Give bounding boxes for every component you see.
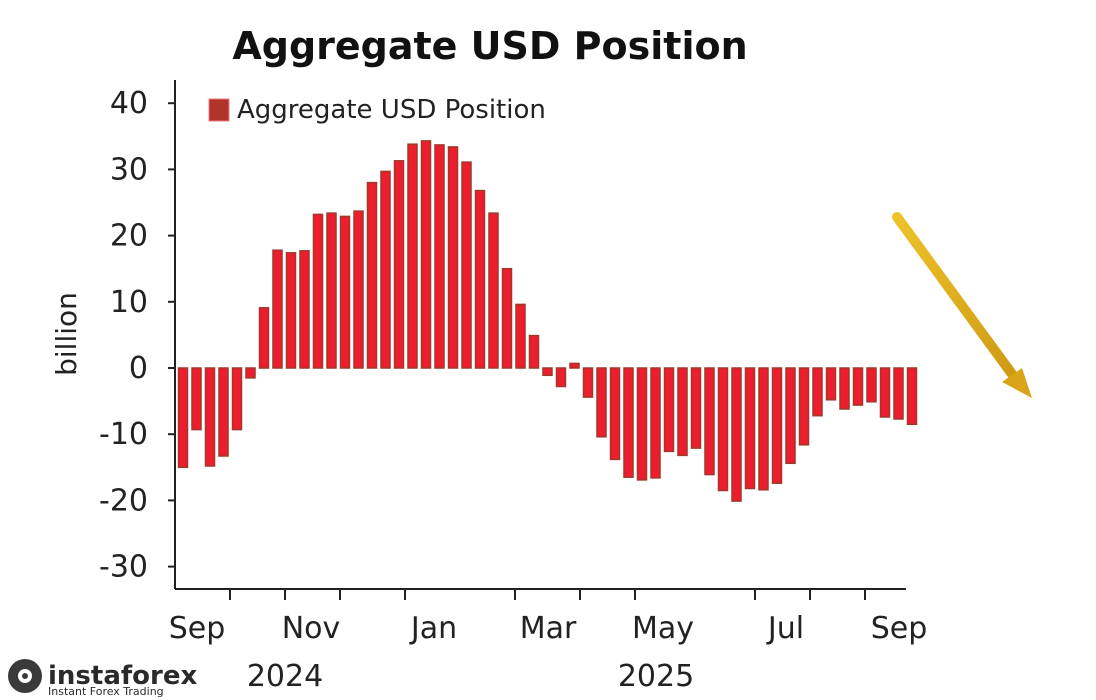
bar — [744, 367, 756, 490]
bar — [609, 367, 621, 461]
bar — [825, 367, 837, 401]
y-tick-label: 10 — [110, 285, 148, 320]
bar — [272, 249, 283, 369]
bar — [407, 143, 418, 369]
y-tick-label: 20 — [110, 219, 148, 254]
bar — [177, 367, 189, 469]
bar — [515, 303, 526, 369]
bar — [528, 334, 540, 369]
bar — [258, 307, 270, 369]
chart-title: Aggregate USD Position — [232, 24, 747, 68]
bar — [771, 367, 783, 484]
bar — [245, 367, 256, 379]
y-tick-label: 0 — [129, 351, 148, 386]
bar — [636, 367, 648, 481]
bar — [596, 367, 607, 438]
bar — [677, 367, 688, 457]
bar — [879, 367, 891, 418]
bar — [555, 367, 567, 388]
bar — [731, 367, 742, 502]
x-tick-label: Nov — [282, 611, 341, 646]
watermark-tagline: Instant Forex Trading — [48, 685, 164, 698]
y-ticks: 40 30 20 10 0 -10 -20 -30 — [99, 86, 175, 585]
bar — [812, 367, 823, 417]
bar — [231, 367, 243, 431]
bar — [852, 367, 864, 406]
bar — [353, 210, 364, 369]
bar — [542, 367, 553, 377]
trend-arrow-icon — [892, 212, 1032, 398]
bar — [866, 367, 877, 403]
bars-group — [177, 140, 918, 502]
x-ticks: Sep Nov Jan Mar May Jul Sep 2024 2025 — [169, 589, 928, 694]
bar — [312, 213, 324, 369]
bar — [785, 367, 796, 465]
bar — [893, 367, 904, 420]
x-year-label: 2025 — [618, 659, 694, 694]
x-tick-label: Jul — [766, 611, 804, 646]
bar — [285, 252, 297, 369]
bar — [299, 250, 310, 369]
x-year-label: 2024 — [247, 659, 323, 694]
watermark: instaforex Instant Forex Trading — [8, 659, 198, 698]
y-tick-label: -10 — [99, 417, 148, 452]
bar — [758, 367, 769, 491]
bar — [501, 267, 513, 369]
watermark-brand: instaforex — [48, 661, 198, 691]
bar — [690, 367, 702, 449]
x-tick-label: Sep — [169, 611, 226, 646]
bar — [420, 140, 432, 369]
bar — [839, 367, 850, 410]
bar — [717, 367, 729, 492]
y-axis-title: billion — [50, 292, 83, 376]
bar — [191, 367, 202, 431]
bar — [474, 189, 486, 369]
bar — [650, 367, 661, 479]
bar — [582, 367, 594, 398]
bar — [339, 215, 351, 369]
bar — [447, 146, 459, 369]
bar — [798, 367, 810, 446]
bar — [380, 170, 391, 369]
bar — [623, 367, 634, 478]
bar — [326, 212, 337, 369]
y-tick-label: -20 — [99, 483, 148, 518]
x-tick-label: Mar — [520, 611, 577, 646]
y-tick-label: -30 — [99, 550, 148, 585]
bar — [663, 367, 675, 453]
bar — [461, 161, 472, 369]
legend-label: Aggregate USD Position — [237, 95, 546, 125]
bar — [906, 367, 918, 426]
y-tick-label: 40 — [110, 86, 148, 121]
bar — [366, 181, 378, 369]
bar — [204, 367, 216, 467]
y-tick-label: 30 — [110, 152, 148, 187]
bar — [488, 212, 499, 369]
x-tick-label: Jan — [409, 611, 457, 646]
bar — [218, 367, 229, 457]
legend-swatch — [208, 98, 230, 122]
bar — [704, 367, 715, 476]
x-tick-label: May — [632, 611, 694, 646]
instaforex-logo-icon — [8, 659, 42, 693]
x-tick-label: Sep — [871, 611, 928, 646]
bar — [393, 160, 405, 369]
bar — [569, 362, 580, 369]
bar — [434, 144, 445, 369]
